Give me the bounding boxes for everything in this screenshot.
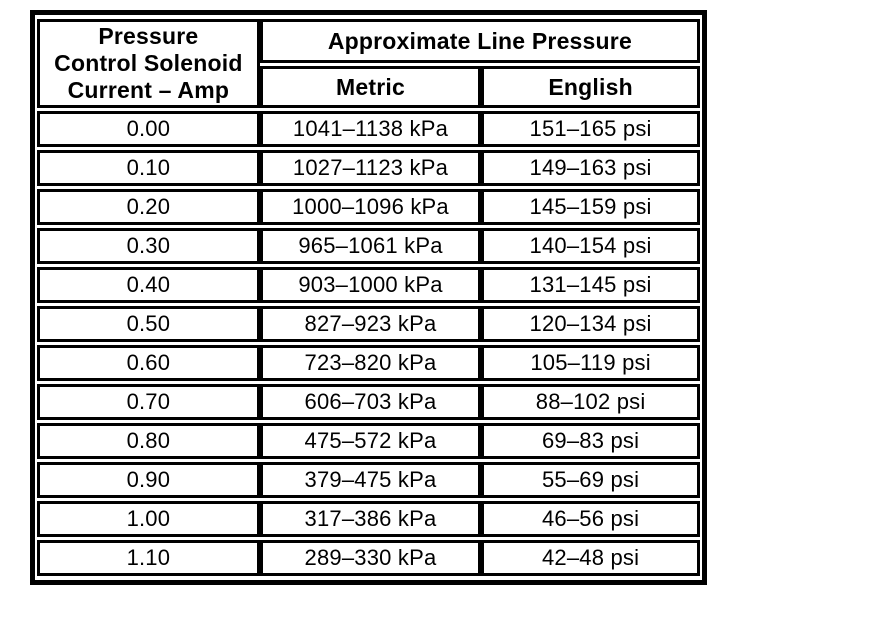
column-header-approximate-line-pressure: Approximate Line Pressure (259, 19, 700, 63)
metric-cell: 379–475 kPa (259, 462, 482, 498)
table-row: 1.00 317–386 kPa 46–56 psi (37, 501, 700, 537)
sub-header-row: Metric English (37, 66, 700, 108)
amp-cell: 0.80 (37, 423, 260, 459)
english-cell: 88–102 psi (481, 384, 700, 420)
table-row: 0.30 965–1061 kPa 140–154 psi (37, 228, 700, 264)
table-row: 0.50 827–923 kPa 120–134 psi (37, 306, 700, 342)
metric-cell: 475–572 kPa (259, 423, 482, 459)
metric-cell: 1000–1096 kPa (259, 189, 482, 225)
english-cell: 145–159 psi (481, 189, 700, 225)
column-header-english: English (481, 66, 700, 108)
table-row: 0.00 1041–1138 kPa 151–165 psi (37, 111, 700, 147)
metric-cell: 903–1000 kPa (259, 267, 482, 303)
amp-cell: 0.70 (37, 384, 260, 420)
table-row: 0.70 606–703 kPa 88–102 psi (37, 384, 700, 420)
header-line-3: Current – Amp (67, 77, 230, 103)
metric-cell: 1041–1138 kPa (259, 111, 482, 147)
table-row: 0.20 1000–1096 kPa 145–159 psi (37, 189, 700, 225)
table-row: 0.60 723–820 kPa 105–119 psi (37, 345, 700, 381)
english-cell: 42–48 psi (481, 540, 700, 576)
amp-cell: 0.50 (37, 306, 260, 342)
table-row: 0.80 475–572 kPa 69–83 psi (37, 423, 700, 459)
table-row: 0.40 903–1000 kPa 131–145 psi (37, 267, 700, 303)
metric-cell: 606–703 kPa (259, 384, 482, 420)
metric-cell: 827–923 kPa (259, 306, 482, 342)
amp-cell: 0.60 (37, 345, 260, 381)
header-line-1: Pressure (98, 23, 199, 49)
pressure-table-frame: Pressure Control Solenoid Current – Amp … (30, 10, 707, 585)
line-pressure-table: Pressure Control Solenoid Current – Amp … (37, 16, 700, 579)
english-cell: 131–145 psi (481, 267, 700, 303)
table-row: 0.90 379–475 kPa 55–69 psi (37, 462, 700, 498)
group-header-row: Pressure Control Solenoid Current – Amp … (37, 19, 700, 108)
column-header-metric: Metric (259, 66, 482, 108)
header-line-2: Control Solenoid (54, 50, 243, 76)
amp-cell: 0.20 (37, 189, 260, 225)
amp-cell: 0.30 (37, 228, 260, 264)
english-cell: 149–163 psi (481, 150, 700, 186)
english-cell: 151–165 psi (481, 111, 700, 147)
amp-cell: 0.40 (37, 267, 260, 303)
metric-cell: 965–1061 kPa (259, 228, 482, 264)
english-cell: 140–154 psi (481, 228, 700, 264)
metric-cell: 317–386 kPa (259, 501, 482, 537)
amp-cell: 1.10 (37, 540, 260, 576)
amp-cell: 0.90 (37, 462, 260, 498)
metric-cell: 1027–1123 kPa (259, 150, 482, 186)
amp-cell: 0.10 (37, 150, 260, 186)
metric-cell: 723–820 kPa (259, 345, 482, 381)
english-cell: 105–119 psi (481, 345, 700, 381)
table-row: 0.10 1027–1123 kPa 149–163 psi (37, 150, 700, 186)
english-cell: 55–69 psi (481, 462, 700, 498)
english-cell: 46–56 psi (481, 501, 700, 537)
amp-cell: 1.00 (37, 501, 260, 537)
metric-cell: 289–330 kPa (259, 540, 482, 576)
english-cell: 120–134 psi (481, 306, 700, 342)
table-row: 1.10 289–330 kPa 42–48 psi (37, 540, 700, 576)
amp-cell: 0.00 (37, 111, 260, 147)
column-header-solenoid-current: Pressure Control Solenoid Current – Amp (37, 19, 260, 108)
english-cell: 69–83 psi (481, 423, 700, 459)
